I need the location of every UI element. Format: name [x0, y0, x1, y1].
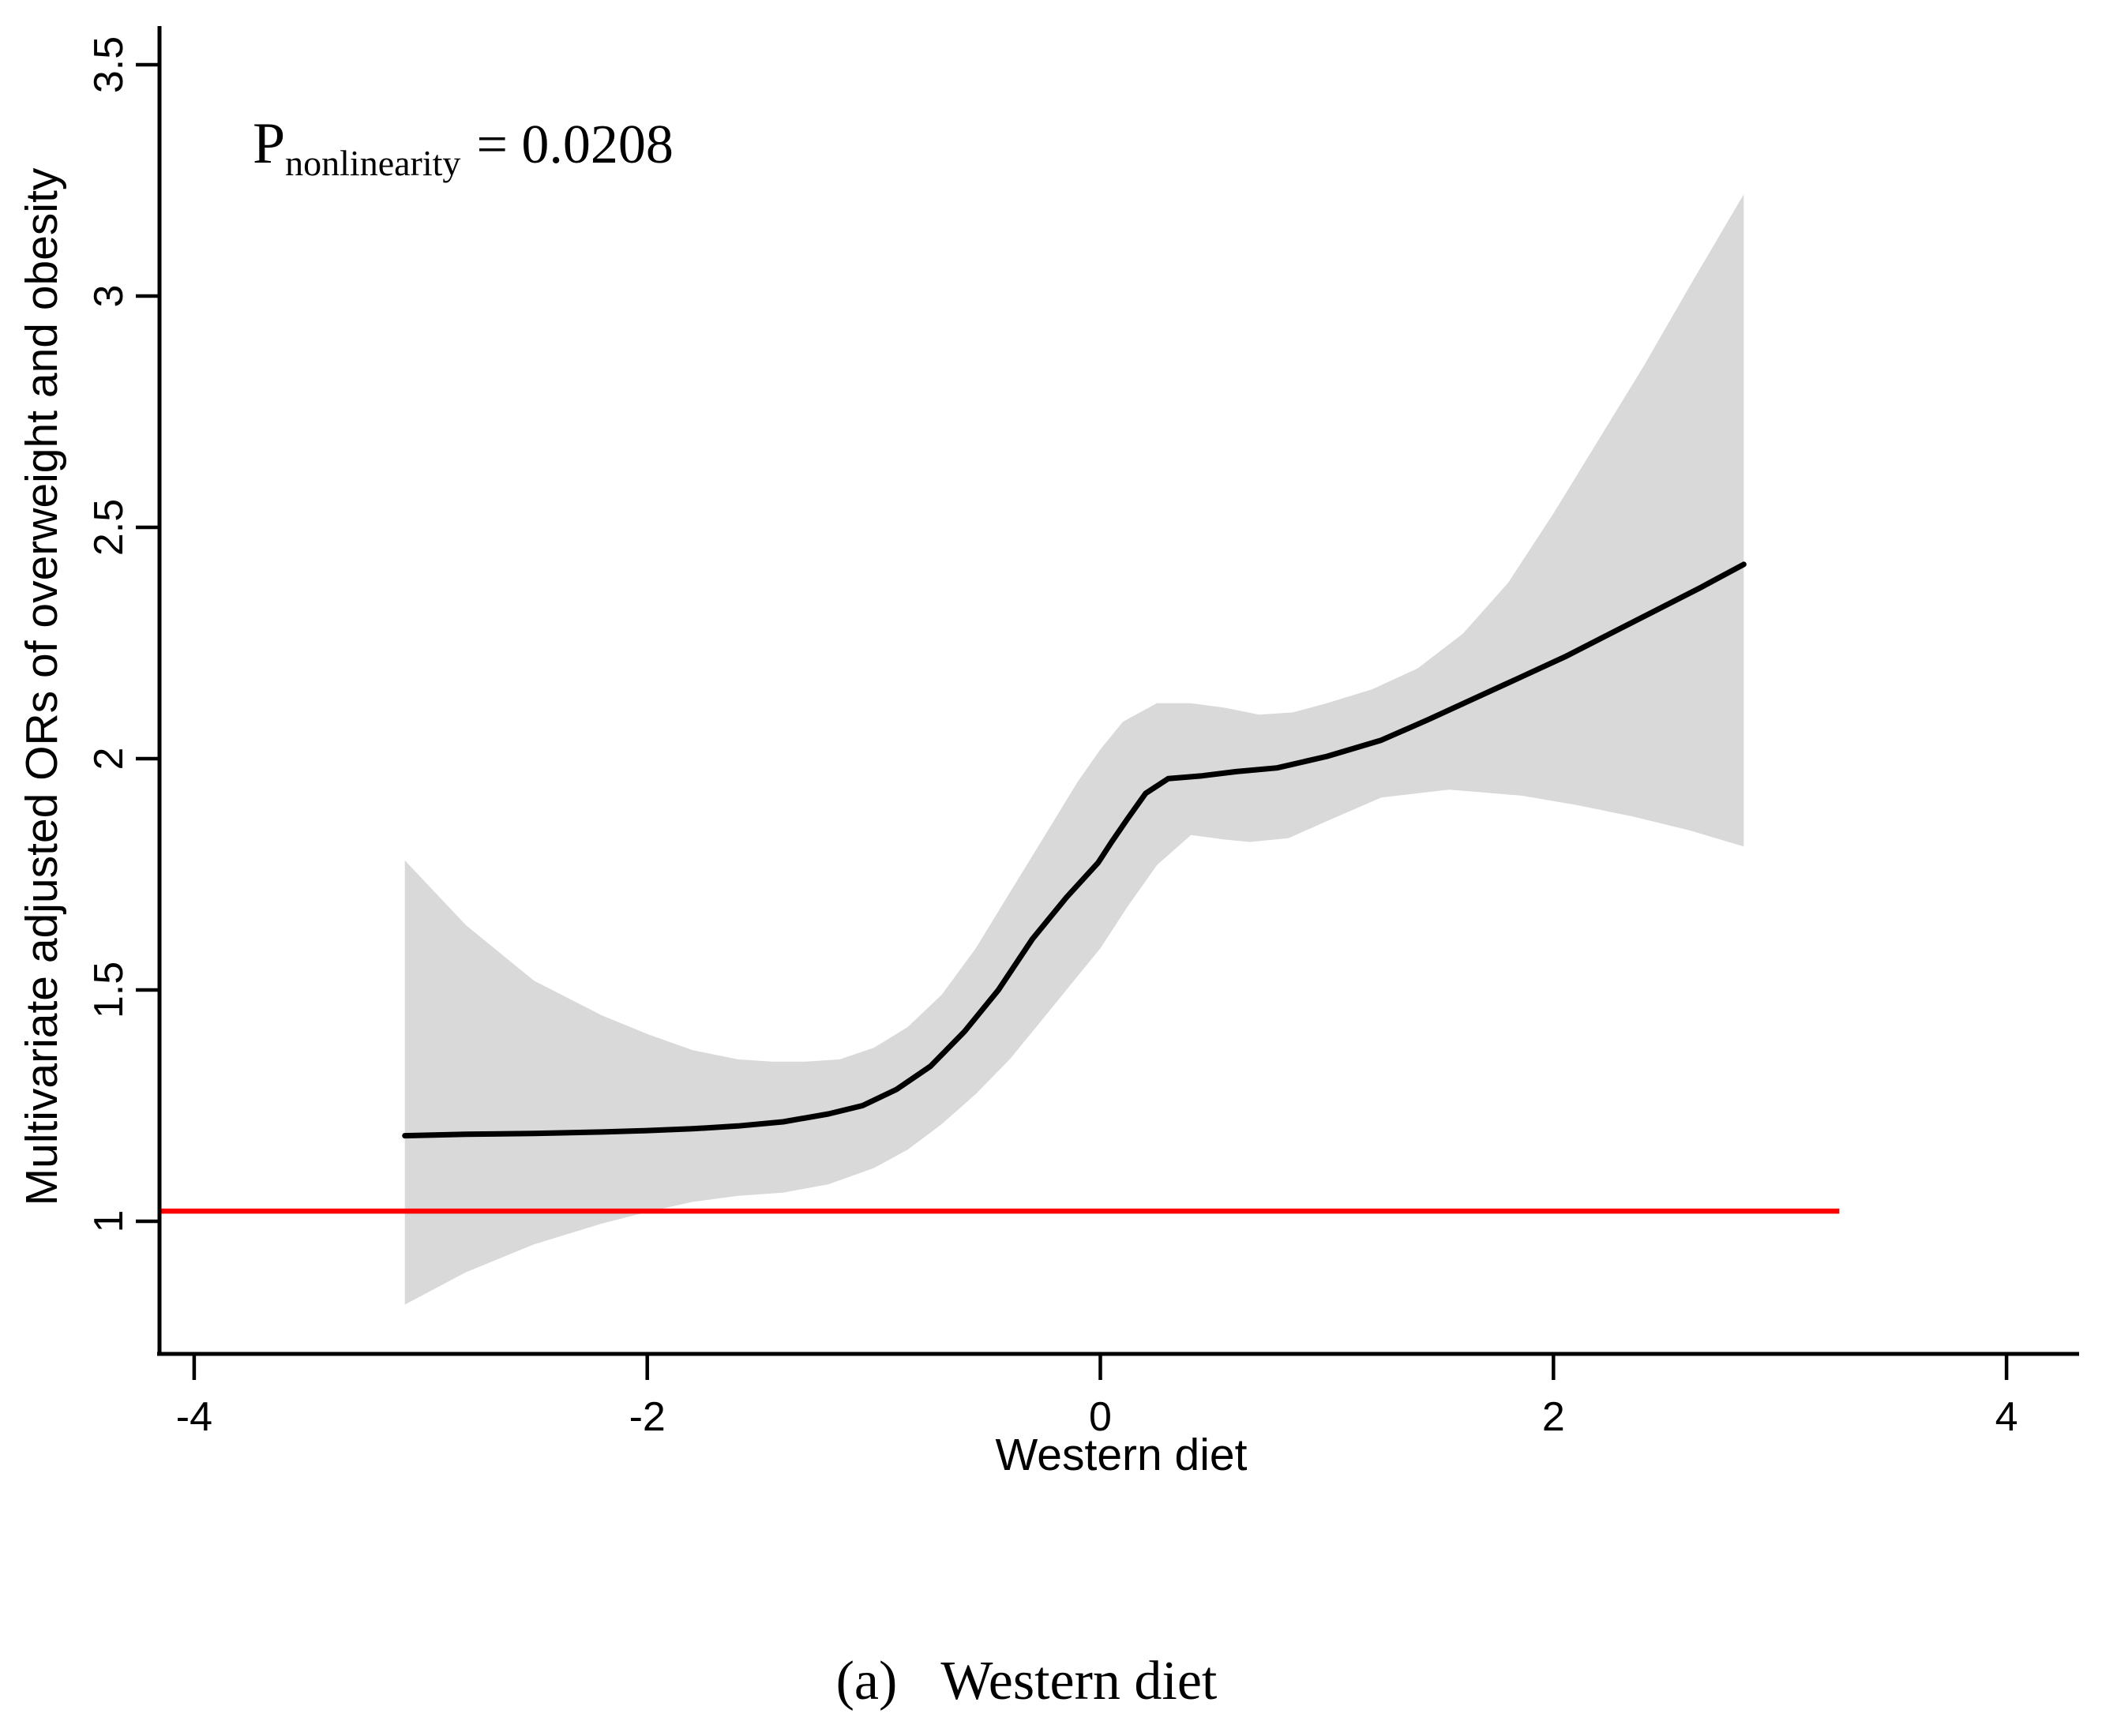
y-tick-label: 3 — [86, 285, 132, 308]
caption-label: Western diet — [940, 1651, 1218, 1712]
x-tick-label: 4 — [1995, 1394, 2018, 1440]
y-tick-label: 2.5 — [86, 499, 132, 556]
y-tick-label: 1.5 — [86, 962, 132, 1018]
p-value: = 0.0208 — [476, 114, 673, 175]
x-tick-label: 0 — [1089, 1394, 1112, 1440]
y-tick-label: 2 — [86, 748, 132, 771]
x-ticks-group: -4 -2 0 2 4 — [176, 1354, 2018, 1440]
caption-index: (a) — [836, 1651, 898, 1712]
figure-caption: (a) Western diet — [836, 1651, 1218, 1712]
p-subscript: nonlinearity — [285, 143, 460, 183]
x-axis-title: Western diet — [996, 1430, 1248, 1480]
p-nonlinearity-annotation: Pnonlinearity = 0.0208 — [253, 111, 674, 183]
x-tick-label: 2 — [1542, 1394, 1565, 1440]
y-tick-label: 3.5 — [86, 36, 132, 93]
p-symbol: P — [253, 111, 285, 176]
confidence-band — [404, 194, 1744, 1305]
y-axis-title: Multivariate adjusted ORs of overweight … — [17, 167, 67, 1205]
y-tick-label: 1 — [86, 1210, 132, 1233]
x-tick-label: -2 — [629, 1394, 666, 1440]
y-ticks-group: 1 1.5 2 2.5 3 3.5 — [86, 36, 160, 1233]
x-tick-label: -4 — [176, 1394, 212, 1440]
spline-curve — [402, 561, 1747, 1139]
